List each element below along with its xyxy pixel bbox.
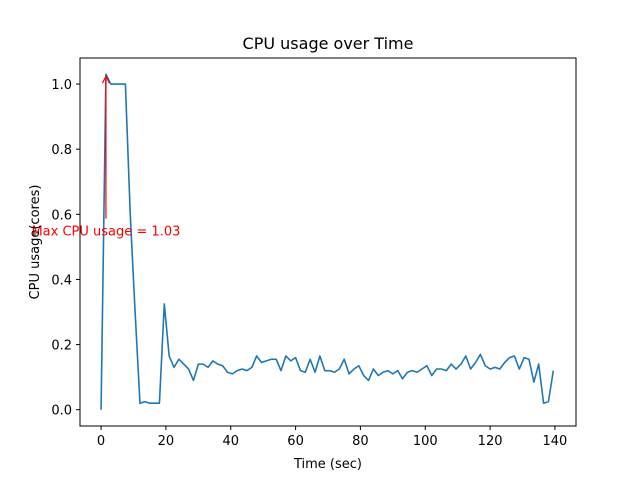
x-tick-label: 140 (543, 434, 568, 449)
y-tick-label: 0.4 (51, 273, 72, 288)
x-axis-label: Time (sec) (293, 457, 362, 472)
y-axis-label: CPU usage(cores) (28, 185, 43, 300)
plot-area: Max CPU usage = 1.03 (31, 73, 555, 410)
x-tick-label: 20 (158, 434, 175, 449)
x-tick-label: 60 (287, 434, 304, 449)
y-tick-label: 0.2 (51, 339, 72, 354)
y-tick-label: 0.6 (51, 208, 72, 223)
x-tick-label: 40 (222, 434, 239, 449)
chart-title: CPU usage over Time (243, 34, 414, 53)
axis-ticks: 0 20 40 60 80 100 120 140 0.0 0.2 0.4 0.6 0.8 1.0 (51, 78, 567, 449)
axes-frame (79, 57, 577, 427)
x-tick-label: 0 (97, 434, 105, 449)
y-tick-label: 0.8 (51, 143, 72, 158)
x-tick-label: 80 (352, 434, 369, 449)
cpu-usage-line (100, 73, 555, 410)
y-tick-label: 0.0 (51, 404, 72, 419)
x-tick-label: 120 (478, 434, 503, 449)
x-tick-label: 100 (413, 434, 438, 449)
y-tick-label: 1.0 (51, 78, 72, 93)
max-usage-annotation: Max CPU usage = 1.03 (31, 225, 180, 240)
annotation-arrowhead (101, 74, 110, 84)
